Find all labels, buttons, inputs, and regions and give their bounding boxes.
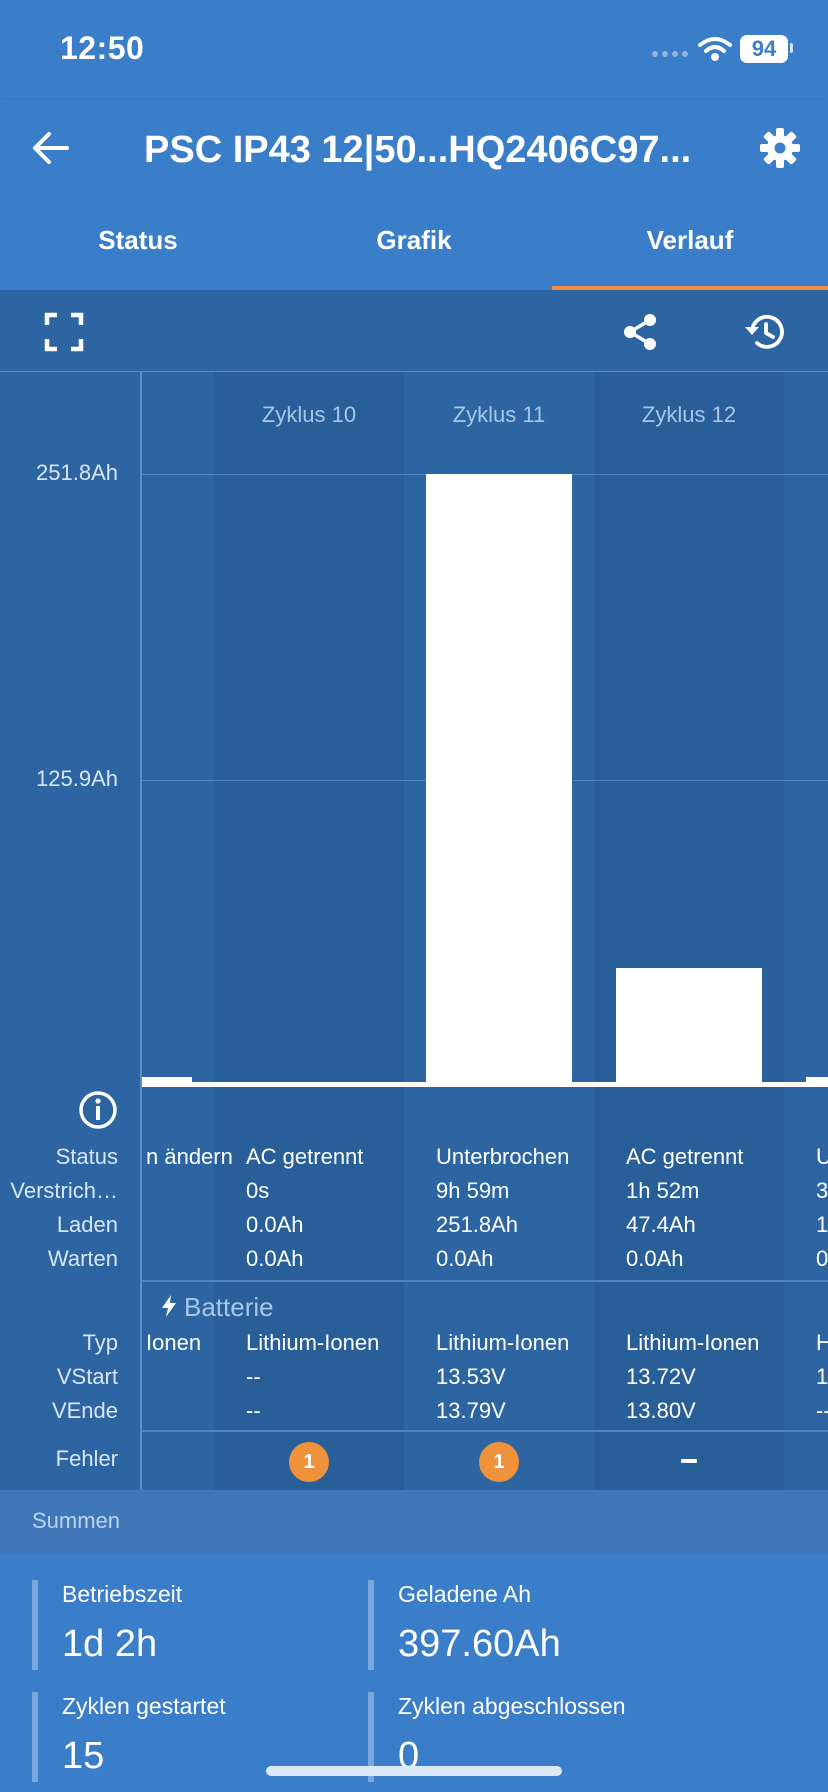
cell-status: U [816, 1144, 828, 1169]
error-badge[interactable]: 1 [289, 1442, 329, 1482]
cell-vstart: 13.53V [436, 1364, 506, 1389]
label-type: Typ [82, 1330, 118, 1355]
cell-vend: 13.79V [436, 1398, 506, 1423]
y-tick-mid: 125.9Ah [36, 766, 118, 791]
cycle-title: Zyklus 10 [261, 402, 357, 427]
cell-charge: 0.0Ah [246, 1212, 304, 1237]
cell-status: AC getrennt [626, 1144, 744, 1169]
no-error-dash [681, 1459, 697, 1463]
cell-status: Unterbrochen [436, 1144, 570, 1169]
lightning-icon [162, 1295, 176, 1317]
cell-status: n ändern [146, 1144, 233, 1169]
cell-vstart: 13.72V [626, 1364, 696, 1389]
cell-type: Lithium-Ionen [246, 1330, 380, 1355]
label-errors: Fehler [55, 1446, 118, 1471]
tab-bar: Status Grafik Verlauf [0, 210, 828, 290]
cell-wait: 0.0Ah [436, 1246, 494, 1271]
stat-charged-ah: Geladene Ah 397.60Ah [368, 1580, 561, 1670]
cell-wait: 0.0Ah [626, 1246, 684, 1271]
chart-bar[interactable] [806, 1077, 828, 1082]
battery-tip [790, 43, 793, 53]
error-badge[interactable]: 1 [479, 1442, 519, 1482]
home-indicator[interactable] [266, 1766, 562, 1776]
cell-vend: 13.80V [626, 1398, 696, 1423]
stat-cycles-completed: Zyklen abgeschlossen 0 [368, 1692, 626, 1782]
summary-title: Summen [32, 1508, 121, 1533]
cell-wait: 0.0Ah [246, 1246, 304, 1271]
gear-icon [760, 128, 800, 168]
cell-vend: -- [246, 1398, 261, 1423]
cell-vend: -- [816, 1398, 828, 1423]
battery-section-title: Batterie [160, 1292, 274, 1323]
stat-charged-value: 397.60Ah [398, 1623, 561, 1665]
summary-panel: Betriebszeit 1d 2h Geladene Ah 397.60Ah … [0, 1554, 828, 1792]
arrow-left-icon [33, 132, 69, 164]
chart-bar[interactable] [426, 474, 572, 1082]
settings-button[interactable] [754, 122, 806, 174]
label-charge: Laden [56, 1212, 118, 1237]
stat-runtime-label: Betriebszeit [62, 1581, 183, 1607]
cell-type: Lithium-Ionen [436, 1330, 570, 1355]
summary-header: Summen [0, 1490, 828, 1554]
stat-started-value: 15 [62, 1735, 105, 1777]
cycle-title: Zyklus 11 [452, 402, 546, 427]
back-button[interactable] [24, 122, 76, 174]
separator-battery [142, 1280, 828, 1282]
label-status: Status [55, 1144, 118, 1169]
cell-charge: 47.4Ah [626, 1212, 696, 1237]
cell-type: H [816, 1330, 828, 1355]
cell-type: Ionen [146, 1330, 202, 1355]
fullscreen-button[interactable] [36, 304, 92, 360]
cell-vstart: -- [246, 1364, 261, 1389]
page-title: PSC IP43 12|50...HQ2406C97... [144, 129, 692, 171]
stat-started-label: Zyklen gestartet [62, 1693, 226, 1719]
label-vstart: VStart [56, 1364, 118, 1389]
stat-completed-label: Zyklen abgeschlossen [398, 1693, 626, 1719]
battery-section-label: Batterie [184, 1292, 274, 1322]
column-band [214, 372, 404, 1490]
fullscreen-icon [44, 312, 84, 352]
status-bar: 12:50 94 [0, 0, 828, 100]
separator-errors [142, 1430, 828, 1432]
cellular-signal-icon [652, 48, 692, 60]
y-tick-max: 251.8Ah [36, 460, 118, 485]
battery-indicator: 94 [740, 35, 788, 63]
label-vend: VEnde [51, 1398, 118, 1423]
cell-wait: 0 [816, 1246, 828, 1271]
stat-runtime: Betriebszeit 1d 2h [32, 1580, 182, 1670]
clock: 12:50 [60, 30, 145, 66]
cell-charge: 251.8Ah [436, 1212, 518, 1237]
cell-elapsed: 1h 52m [626, 1178, 700, 1203]
share-icon [624, 314, 656, 350]
stat-charged-label: Geladene Ah [398, 1581, 532, 1607]
label-elapsed: Verstrich… [10, 1178, 118, 1203]
cell-elapsed: 9h 59m [436, 1178, 510, 1203]
wifi-icon [698, 37, 732, 61]
stat-runtime-value: 1d 2h [62, 1623, 158, 1665]
cell-type: Lithium-Ionen [626, 1330, 760, 1355]
tab-grafik[interactable]: Grafik [376, 225, 452, 255]
cycle-title: Zyklus 12 [641, 402, 737, 427]
row-label-column: 251.8Ah 125.9Ah Status Verstrich… Laden … [0, 372, 142, 1490]
stat-cycles-started: Zyklen gestartet 15 [32, 1692, 226, 1782]
cell-elapsed: 3 [816, 1178, 828, 1203]
cell-vstart: 1 [816, 1364, 828, 1389]
info-icon[interactable] [78, 1090, 118, 1130]
cell-status: AC getrennt [246, 1144, 364, 1169]
share-button[interactable] [612, 304, 668, 360]
history-button[interactable] [736, 304, 792, 360]
chart-baseline [142, 1082, 828, 1087]
cell-elapsed: 0s [246, 1178, 270, 1203]
column-band [594, 372, 784, 1490]
tab-verlauf[interactable]: Verlauf [552, 210, 828, 290]
history-icon [745, 314, 784, 349]
label-wait: Warten [47, 1246, 118, 1271]
cell-charge: 1 [816, 1212, 828, 1237]
chart-bar[interactable] [616, 968, 762, 1082]
tab-status[interactable]: Status [98, 225, 178, 255]
history-toolbar [0, 290, 828, 372]
app-bar: PSC IP43 12|50...HQ2406C97... Status Gra… [0, 100, 828, 290]
